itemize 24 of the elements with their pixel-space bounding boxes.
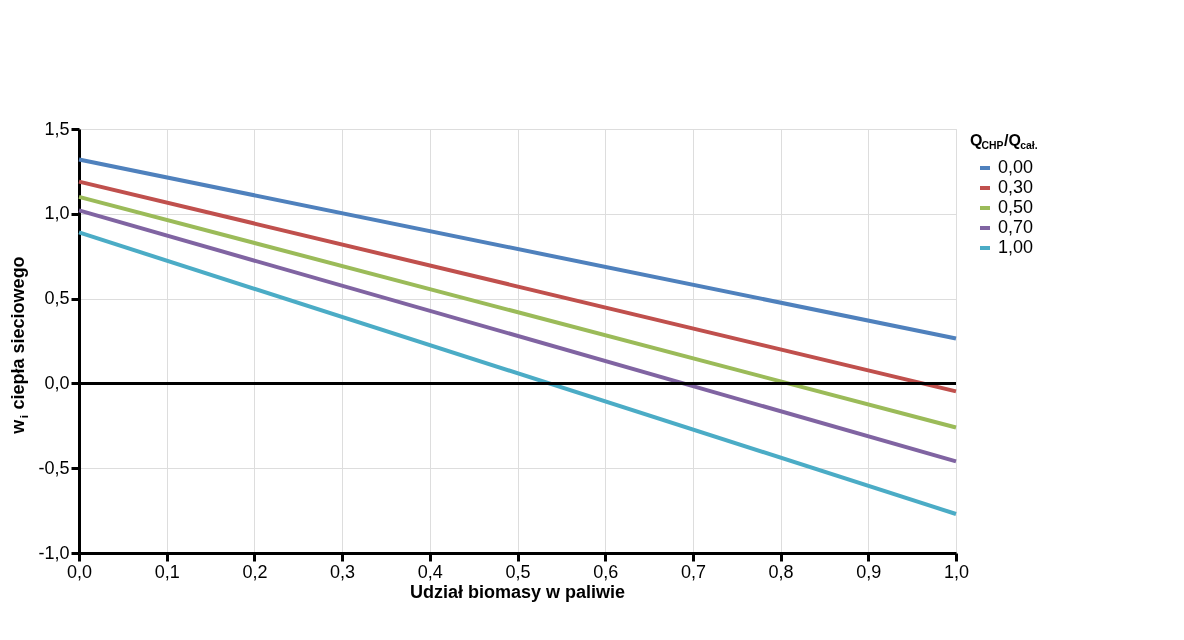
y-tick-label: -1,0 — [38, 542, 70, 563]
x-tick-label: 0,2 — [242, 561, 268, 582]
y-axis-title: wi ciepła sieciowego — [8, 256, 31, 435]
y-tick-label: 1,0 — [44, 203, 70, 224]
x-tick-label: 0,1 — [154, 561, 180, 582]
x-axis-title: Udział biomasy w paliwie — [409, 582, 626, 602]
x-tick-label: 0,9 — [856, 561, 882, 582]
legend-label: 0,00 — [998, 157, 1034, 177]
x-tick-label: 0,0 — [66, 561, 93, 582]
x-tick-label: 0,3 — [330, 561, 356, 582]
y-tick-label: 0,5 — [44, 288, 70, 309]
x-tick-label: 0,8 — [768, 561, 794, 582]
legend-label: 0,70 — [998, 217, 1034, 237]
legend-label: 0,30 — [998, 177, 1034, 197]
x-tick-label: 1,0 — [943, 561, 970, 582]
y-tick-label: 0,0 — [44, 372, 70, 393]
x-tick-label: 0,7 — [680, 561, 706, 582]
y-tick-label: 1,5 — [44, 118, 70, 139]
y-tick-label: -0,5 — [38, 457, 70, 478]
legend-label: 1,00 — [998, 237, 1034, 257]
x-tick-label: 0,4 — [417, 561, 443, 582]
x-tick-label: 0,6 — [593, 561, 619, 582]
legend-label: 0,50 — [998, 197, 1034, 217]
x-tick-label: 0,5 — [505, 561, 531, 582]
